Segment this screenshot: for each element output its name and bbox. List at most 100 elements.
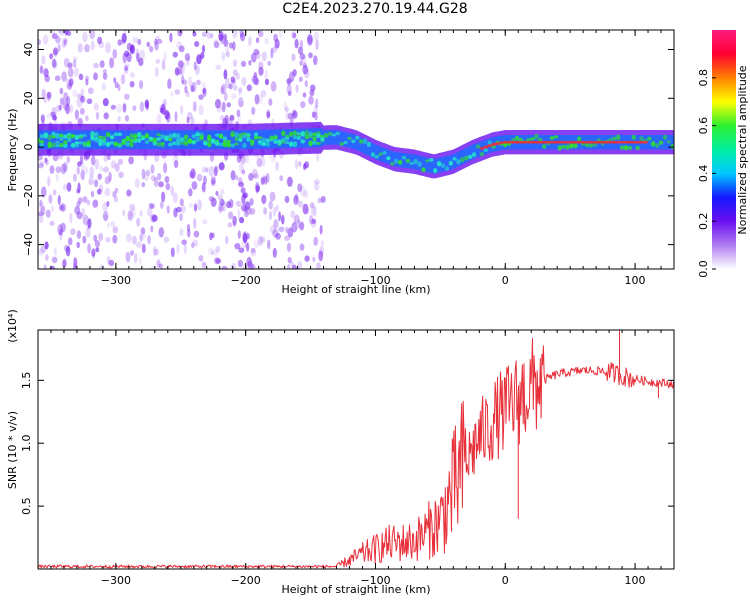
heatmap-noise-cell xyxy=(163,236,170,243)
heatmap-noise-cell xyxy=(258,61,264,70)
heatmap-noise-cell xyxy=(51,115,57,121)
heatmap-noise-cell xyxy=(120,74,126,85)
heatmap-peak-cell xyxy=(483,145,489,149)
heatmap-noise-cell xyxy=(85,78,89,86)
spectrogram-panel: −300 −200 −100 0 100 40 20 0 −20 −40 Height of s… xyxy=(6,29,675,296)
heatmap-noise-cell xyxy=(211,250,215,256)
heatmap-noise-cell xyxy=(238,101,245,108)
heatmap-noise-cell xyxy=(88,174,94,186)
heatmap-noise-cell xyxy=(53,47,59,56)
heatmap-noise-cell xyxy=(264,37,269,45)
heatmap-noise-cell xyxy=(223,91,228,102)
heatmap-noise-cell xyxy=(49,265,56,269)
heatmap-noise-cell xyxy=(154,248,159,256)
heatmap-band-cell xyxy=(156,137,161,141)
heatmap-band-cell xyxy=(666,140,671,144)
heatmap-band-cell xyxy=(98,135,103,139)
heatmap-noise-cell xyxy=(248,60,252,66)
heatmap-noise-cell xyxy=(244,154,250,164)
heatmap-noise-cell xyxy=(239,216,245,224)
heatmap-noise-cell xyxy=(118,171,124,178)
heatmap-noise-cell xyxy=(261,51,267,62)
heatmap-band-cell xyxy=(608,137,613,142)
heatmap-noise-cell xyxy=(251,168,258,178)
heatmap-noise-cell xyxy=(103,214,109,221)
heatmap-noise-cell xyxy=(76,93,82,99)
heatmap-noise-cell xyxy=(157,173,162,181)
heatmap-noise-cell xyxy=(198,104,204,116)
heatmap-noise-cell xyxy=(47,176,51,187)
heatmap-band-cell xyxy=(308,140,313,147)
heatmap-band-cell xyxy=(168,142,173,147)
heatmap-noise-cell xyxy=(299,221,305,231)
heatmap-noise-cell xyxy=(223,69,228,80)
heatmap-band-cell xyxy=(514,135,520,141)
heatmap-noise-cell xyxy=(99,165,104,172)
heatmap-noise-cell xyxy=(110,160,117,169)
heatmap-noise-cell xyxy=(285,226,289,234)
heatmap-band-cell xyxy=(464,155,469,161)
heatmap-noise-cell xyxy=(164,176,170,183)
snr-frame xyxy=(37,329,675,570)
heatmap-band-cell xyxy=(98,138,103,143)
heatmap-band-cell xyxy=(102,135,107,141)
heatmap-noise-cell xyxy=(177,30,183,37)
heatmap-noise-cell xyxy=(191,181,198,190)
heatmap-noise-cell xyxy=(174,67,180,76)
heatmap-noise-cell xyxy=(304,255,310,262)
heatmap-noise-cell xyxy=(193,217,197,229)
heatmap-noise-cell xyxy=(41,88,46,100)
heatmap-band-cell xyxy=(176,142,181,146)
heatmap-band-cell xyxy=(94,136,99,141)
heatmap-noise-cell xyxy=(241,169,246,175)
heatmap-noise-cell xyxy=(114,163,120,172)
heatmap-noise-cell xyxy=(215,258,222,264)
heatmap-band-cell xyxy=(183,134,189,140)
heatmap-noise-cell xyxy=(295,193,298,202)
heatmap-noise-cell xyxy=(221,265,228,269)
heatmap-peak-cell xyxy=(576,140,582,144)
heatmap-noise-cell xyxy=(241,76,247,86)
heatmap-band-cell xyxy=(654,143,660,148)
heatmap-noise-cell xyxy=(307,35,313,46)
heatmap-noise-cell xyxy=(181,75,185,84)
heatmap-noise-cell xyxy=(163,51,168,61)
heatmap-noise-cell xyxy=(78,73,84,81)
heatmap-noise-cell xyxy=(253,72,258,78)
x-tick-label: 0 xyxy=(502,574,509,587)
heatmap-band-cell xyxy=(51,131,56,137)
heatmap-noise-cell xyxy=(149,45,154,53)
heatmap-noise-cell xyxy=(108,259,115,267)
heatmap-noise-cell xyxy=(77,161,82,167)
heatmap-noise-cell xyxy=(229,114,235,121)
heatmap-noise-cell xyxy=(177,68,183,75)
colorbar-tick-label: 0.4 xyxy=(697,165,710,183)
heatmap-band-cell xyxy=(475,144,481,149)
heatmap-band-cell xyxy=(250,139,255,144)
heatmap-band-cell xyxy=(70,142,76,148)
heatmap-noise-cell xyxy=(132,36,139,44)
heatmap-noise-cell xyxy=(74,205,81,215)
heatmap-band-cell xyxy=(230,143,235,148)
heatmap-noise-cell xyxy=(260,236,266,243)
heatmap-noise-cell xyxy=(221,51,226,61)
heatmap-noise-cell xyxy=(44,74,50,83)
heatmap-noise-cell xyxy=(240,204,247,212)
heatmap-noise-cell xyxy=(193,203,198,212)
heatmap-noise-cell xyxy=(59,97,65,106)
heatmap-noise-cell xyxy=(80,95,86,104)
heatmap-band-cell xyxy=(327,132,333,136)
y-tick-label: 0 xyxy=(22,144,35,151)
heatmap-noise-cell xyxy=(86,199,91,206)
heatmap-band-cell xyxy=(370,152,376,158)
heatmap-noise-cell xyxy=(164,110,170,120)
heatmap-noise-cell xyxy=(304,161,310,169)
heatmap-noise-cell xyxy=(82,31,88,43)
heatmap-noise-cell xyxy=(311,111,316,118)
x-tick-label: −100 xyxy=(360,574,390,587)
heatmap-noise-cell xyxy=(39,161,45,167)
heatmap-noise-cell xyxy=(48,194,53,204)
y-tick-label: 20 xyxy=(22,91,35,105)
heatmap-noise-cell xyxy=(179,228,184,237)
heatmap-noise-cell xyxy=(51,30,55,40)
